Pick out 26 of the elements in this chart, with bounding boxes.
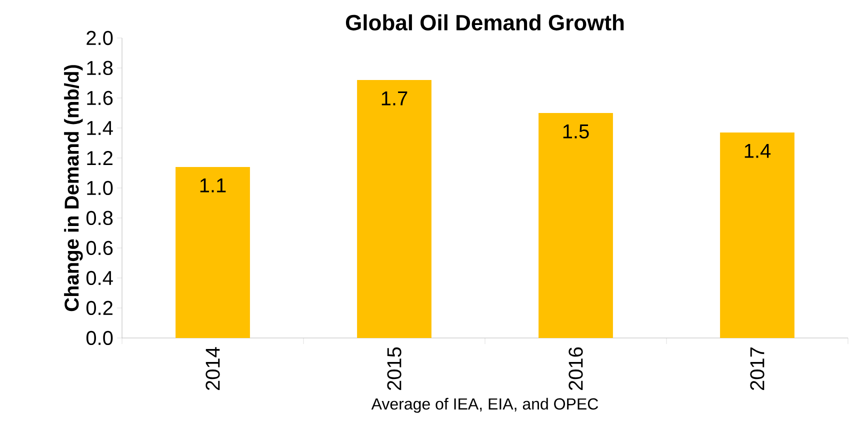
y-tick-label: 0.2 [86, 300, 112, 316]
y-tick-label: 0.6 [86, 240, 113, 256]
y-tick-label: 0.4 [86, 270, 113, 286]
x-axis-title: Average of IEA, EIA, and OPEC [371, 398, 598, 413]
bar [357, 80, 432, 338]
y-tick-label: 2.0 [86, 30, 113, 46]
y-tick-label: 1.8 [87, 60, 113, 76]
chart-title: Global Oil Demand Growth [346, 14, 624, 30]
bar [176, 166, 250, 338]
data-label: 1.1 [200, 178, 226, 192]
y-tick-label: 1.6 [87, 90, 113, 106]
y-tick-label: 0.0 [86, 330, 113, 346]
x-tick-label: 2016 [568, 347, 583, 390]
data-label: 1.7 [382, 92, 408, 106]
y-tick-label: 1.4 [87, 121, 113, 135]
y-tick-label: 0.8 [86, 210, 113, 226]
x-tick-label: 2015 [387, 347, 402, 390]
data-label: 1.4 [744, 144, 771, 158]
y-tick-label: 1.2 [87, 151, 112, 165]
y-tick-label: 1.0 [87, 180, 113, 196]
bar [720, 132, 794, 338]
bar [538, 112, 613, 338]
x-tick-label: 2017 [750, 348, 764, 390]
data-label: 1.5 [563, 124, 589, 138]
x-tick-label: 2014 [206, 347, 220, 390]
y-axis-title: Change in Demand (mb/d) [64, 65, 83, 312]
